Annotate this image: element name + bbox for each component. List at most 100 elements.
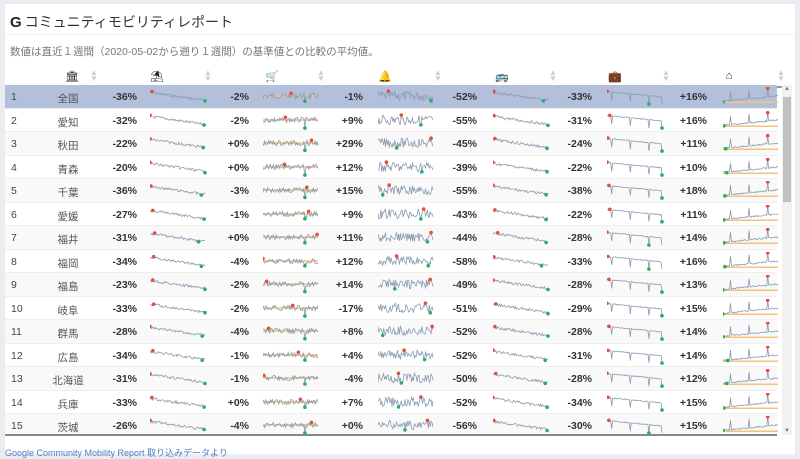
report-title: G コミュニティモビリティレポート xyxy=(10,12,233,32)
table-row[interactable]: 4 青森 -20% +0% +12% -39% -22% +10% xyxy=(5,156,779,179)
footer-link[interactable]: Google Community Mobility Report 取り込みデータ… xyxy=(5,448,228,458)
scroll-up-icon[interactable]: ▲ xyxy=(784,86,790,92)
rank: 13 xyxy=(11,373,23,385)
sparkline-line xyxy=(607,278,663,293)
bus-icon[interactable]: 🚌 xyxy=(495,71,509,83)
sparkline-max-dot xyxy=(765,298,770,302)
scrollbar[interactable]: ▲ ▼ xyxy=(782,85,792,435)
change-value: +18% xyxy=(679,185,707,197)
sparkline-line xyxy=(723,135,779,150)
sparkline xyxy=(723,110,779,128)
table-row[interactable]: 2 愛知 -32% -2% +9% -55% -31% +16% xyxy=(5,109,779,132)
sparkline-max-dot xyxy=(151,254,156,258)
sparkline-line xyxy=(607,161,663,175)
table-row[interactable]: 10 岐阜 -33% -2% -17% -51% -29% +15% xyxy=(5,297,779,320)
change-value: -36% xyxy=(112,185,137,197)
sparkline-max-dot xyxy=(765,322,770,325)
sparkline-min-dot xyxy=(202,404,206,409)
scrollbar-thumb[interactable] xyxy=(783,97,791,202)
bell-icon[interactable]: 🔔 xyxy=(378,71,392,83)
sort-icon[interactable]: ▲ ▼ xyxy=(777,68,785,83)
sparkline xyxy=(723,251,779,268)
change-value: -20% xyxy=(112,161,137,174)
sparkline-line xyxy=(378,255,434,267)
sparkline-max-dot xyxy=(493,347,495,352)
sparkline-max-dot xyxy=(151,348,155,352)
change-value: +29% xyxy=(335,138,363,150)
sparkline-min-dot xyxy=(545,146,549,151)
home-icon[interactable]: ⌂ xyxy=(725,70,733,82)
sparkline-line xyxy=(723,88,779,103)
sparkline-max-dot xyxy=(421,206,426,211)
sparkline-line xyxy=(723,393,779,409)
bank-icon[interactable]: 🏛 xyxy=(65,71,79,83)
change-value: +9% xyxy=(341,114,363,127)
table-row[interactable]: 11 群馬 -28% -4% +8% -52% -28% +14% xyxy=(5,320,779,344)
change-value: -28% xyxy=(567,373,592,385)
sort-icon[interactable]: ▲ ▼ xyxy=(549,68,557,83)
sparkline-min-dot xyxy=(425,240,430,244)
sort-icon[interactable]: ▲ ▼ xyxy=(662,68,670,83)
beach-umbrella-icon[interactable]: ⛱ xyxy=(150,71,164,83)
table-row[interactable]: 5 千葉 -36% -3% +15% -55% -38% +18% xyxy=(5,179,779,203)
change-value: -34% xyxy=(567,396,592,409)
sparkline-min-dot xyxy=(303,125,307,130)
table-row[interactable]: 8 福岡 -34% -4% +12% -58% -33% +16% xyxy=(5,250,779,273)
sparkline-line xyxy=(378,301,434,313)
table-row[interactable]: 12 広島 -34% -1% +4% -52% -31% +14% xyxy=(5,344,779,367)
change-value: +14% xyxy=(679,326,707,338)
sparkline-line xyxy=(150,161,206,173)
change-value: +12% xyxy=(335,161,363,174)
sparkline-line xyxy=(378,395,434,408)
table-row[interactable]: 13 北海道 -31% -1% -4% -50% -28% +12% xyxy=(5,367,779,391)
change-value: +16% xyxy=(679,91,707,103)
change-value: -34% xyxy=(112,255,137,268)
sparkline-min-dot xyxy=(203,287,207,292)
sparkline-line xyxy=(263,138,319,151)
table-row[interactable]: 6 愛媛 -27% -1% +9% -43% -22% +11% xyxy=(5,203,779,226)
cart-icon[interactable]: 🛒 xyxy=(265,71,279,83)
table-row[interactable]: 15 茨城 -26% -4% +0% -56% -30% +15% xyxy=(5,414,779,435)
scroll-down-icon[interactable]: ▼ xyxy=(784,428,790,434)
sparkline-line xyxy=(723,112,779,126)
sparkline-min-dot xyxy=(200,334,204,338)
sparkline-min-dot xyxy=(546,123,550,127)
sort-icon[interactable]: ▲ ▼ xyxy=(317,68,325,83)
change-value: -52% xyxy=(452,326,477,338)
sparkline xyxy=(607,418,663,435)
table-row[interactable]: 14 兵庫 -33% +0% +7% -52% -34% +15% xyxy=(5,391,779,414)
sparkline xyxy=(607,371,664,388)
briefcase-icon[interactable]: 💼 xyxy=(608,71,622,83)
change-value: -36% xyxy=(112,91,137,103)
rank: 9 xyxy=(11,279,17,291)
sparkline xyxy=(378,136,434,150)
sparkline xyxy=(723,416,779,433)
sparkline-line xyxy=(378,372,434,385)
sparkline xyxy=(723,87,779,104)
sparkline-min-dot xyxy=(723,100,725,104)
sparkline-line xyxy=(263,397,319,407)
sparkline xyxy=(150,418,206,432)
sparkline-line xyxy=(723,299,779,314)
table-row[interactable]: 1 全国 -36% -2% -1% -52% -33% +16% xyxy=(5,85,779,109)
sparkline-min-dot xyxy=(203,99,207,103)
sort-icon[interactable]: ▲ ▼ xyxy=(434,68,442,83)
sparkline-max-dot xyxy=(291,303,295,307)
sort-icon[interactable]: ▲ ▼ xyxy=(204,68,212,83)
sparkline-max-dot xyxy=(495,231,500,235)
table-row[interactable]: 9 福島 -23% -2% +14% -49% -28% +13% xyxy=(5,273,779,297)
sparkline xyxy=(723,298,779,316)
sparkline-min-dot xyxy=(647,102,651,106)
change-value: +13% xyxy=(679,279,707,291)
sparkline-max-dot xyxy=(765,275,770,278)
sparkline xyxy=(723,345,779,362)
sparkline-max-dot xyxy=(399,112,404,117)
change-value: +11% xyxy=(680,138,707,150)
table-row[interactable]: 3 秋田 -22% +0% +29% -45% -24% +11% xyxy=(5,132,779,156)
sparkline-line xyxy=(493,137,549,150)
sort-icon[interactable]: ▲ ▼ xyxy=(90,68,98,83)
sparkline xyxy=(150,301,207,314)
prefecture-name: 岐阜 xyxy=(57,304,79,317)
sparkline-max-dot xyxy=(607,324,611,329)
table-row[interactable]: 7 福井 -31% +0% +11% -44% -28% +14% xyxy=(5,226,779,250)
